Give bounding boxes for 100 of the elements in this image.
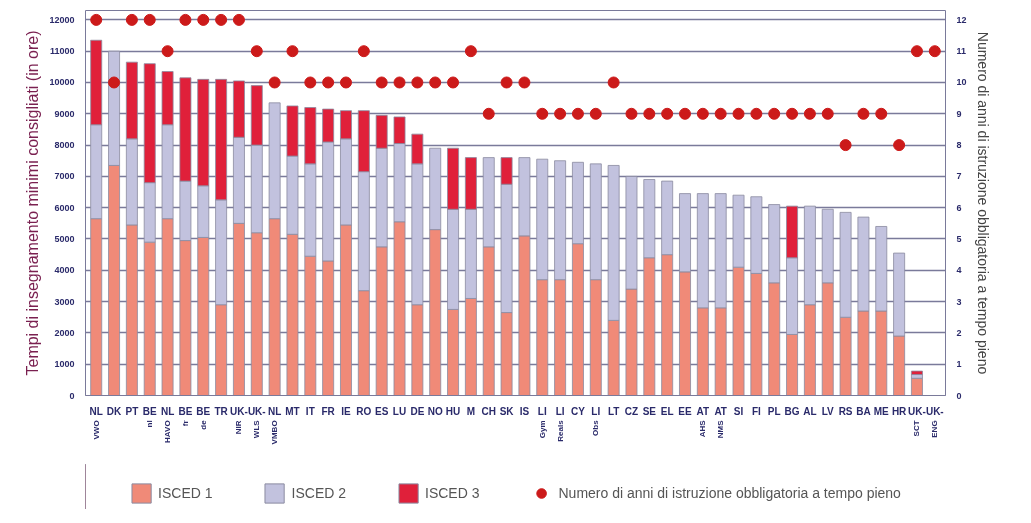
x-tick-label: M xyxy=(466,405,476,417)
legend-label: Numero di anni di istruzione obbligatoria a tempo pieno xyxy=(558,485,901,501)
point xyxy=(714,107,727,120)
y-tick-label: 7000 xyxy=(54,171,75,182)
y-tick-label: 6000 xyxy=(54,202,75,213)
y-tick-label: 11000 xyxy=(49,46,75,57)
x-tick-label: EL xyxy=(660,405,674,417)
y2-tick-label: 8 xyxy=(956,140,962,151)
x-tick-label: SK xyxy=(499,405,515,417)
x-tick-label: SI xyxy=(733,405,744,417)
point xyxy=(518,76,531,89)
point xyxy=(803,107,816,120)
category-label: LI Reals xyxy=(555,405,565,442)
point xyxy=(179,13,192,26)
bar xyxy=(911,377,923,396)
y-tick-label: 1000 xyxy=(54,359,75,370)
y-tick-label: 0 xyxy=(69,390,75,401)
point xyxy=(411,76,424,89)
y-tick-label: 10000 xyxy=(49,77,75,88)
point xyxy=(429,76,442,89)
point xyxy=(768,107,781,120)
x-tick-label: IT xyxy=(305,405,315,417)
y-tick-label: 12000 xyxy=(49,14,75,25)
y-tick-label: 5000 xyxy=(54,234,75,244)
x-tick-label: DK xyxy=(106,405,123,417)
x-tick-label: HU xyxy=(445,405,461,417)
point xyxy=(679,107,691,120)
y2-axis-title: Numero di anni di istruzione obbligatoria a tempo pieno xyxy=(974,31,991,375)
point xyxy=(197,13,210,26)
point xyxy=(786,107,799,120)
point xyxy=(661,107,674,120)
y2-tick-label: 1 xyxy=(956,359,962,370)
legend-label: ISCED 1 xyxy=(158,485,213,501)
y2-tick-label: 9 xyxy=(956,108,962,119)
point xyxy=(375,76,388,89)
bar xyxy=(911,370,923,375)
x-tick-label: AL xyxy=(803,405,817,417)
category-label: AT AHS xyxy=(696,405,710,438)
category-label: UK- SCT xyxy=(908,405,926,437)
y2-tick-label: 0 xyxy=(956,390,962,401)
x-tick-label: RS xyxy=(838,405,853,417)
x-tick-label: CH xyxy=(481,405,496,417)
legend-label: ISCED 3 xyxy=(425,485,480,501)
point xyxy=(232,13,245,26)
point xyxy=(536,107,549,120)
x-tick-label: HR xyxy=(891,405,908,417)
point xyxy=(589,107,602,120)
category-label: BE nl xyxy=(142,405,157,428)
y-tick-label: 4000 xyxy=(54,265,75,276)
x-tick-label: SE xyxy=(642,405,657,417)
point xyxy=(304,76,317,89)
point xyxy=(322,76,335,89)
x-tick-label: ES xyxy=(375,405,389,417)
point xyxy=(821,107,834,120)
category-label: BE fr xyxy=(178,405,193,427)
category-label: AT NMS xyxy=(714,405,727,439)
y-tick-label: 2000 xyxy=(54,327,75,338)
y-tick-label: 8000 xyxy=(54,140,75,151)
x-tick-label: BA xyxy=(856,405,871,417)
x-tick-label: IE xyxy=(341,405,352,417)
y-tick-label: 9000 xyxy=(54,108,75,119)
point xyxy=(482,107,495,120)
point xyxy=(357,45,370,58)
x-tick-label: TR xyxy=(214,405,229,417)
point xyxy=(447,76,460,89)
y2-tick-label: 6 xyxy=(956,202,962,213)
point xyxy=(500,76,513,89)
point xyxy=(108,76,121,89)
y2-tick-label: 2 xyxy=(956,327,962,338)
y2-tick-label: 7 xyxy=(956,171,962,182)
x-tick-label: CY xyxy=(571,405,586,417)
point xyxy=(750,107,763,120)
category-label: UK- WLS xyxy=(247,405,266,439)
y2-tick-label: 11 xyxy=(956,46,967,57)
y2-tick-label: 12 xyxy=(956,14,967,25)
category-label: NL VMBO xyxy=(267,405,282,445)
point xyxy=(875,107,888,120)
point xyxy=(215,13,228,26)
category-label: UK- NIR xyxy=(230,405,248,435)
point xyxy=(286,45,299,58)
x-tick-label: BG xyxy=(784,405,800,417)
point xyxy=(893,139,906,152)
point xyxy=(554,107,567,120)
category-label: LI Gym xyxy=(537,405,547,439)
x-tick-label: FI xyxy=(751,405,762,417)
point xyxy=(393,76,406,89)
point xyxy=(125,13,138,26)
x-tick-label: RO xyxy=(356,405,372,417)
x-tick-label: CZ xyxy=(624,405,639,417)
x-tick-label: FR xyxy=(321,405,336,417)
point xyxy=(464,45,477,58)
category-label: BE de xyxy=(196,405,211,430)
x-tick-label: LU xyxy=(392,405,407,417)
category-label: NL VWO xyxy=(89,405,103,440)
point xyxy=(732,107,745,120)
y2-tick-label: 3 xyxy=(956,296,962,307)
category-label: LI Obs xyxy=(591,405,601,436)
point xyxy=(625,107,638,120)
point xyxy=(161,45,174,58)
point xyxy=(607,76,620,89)
